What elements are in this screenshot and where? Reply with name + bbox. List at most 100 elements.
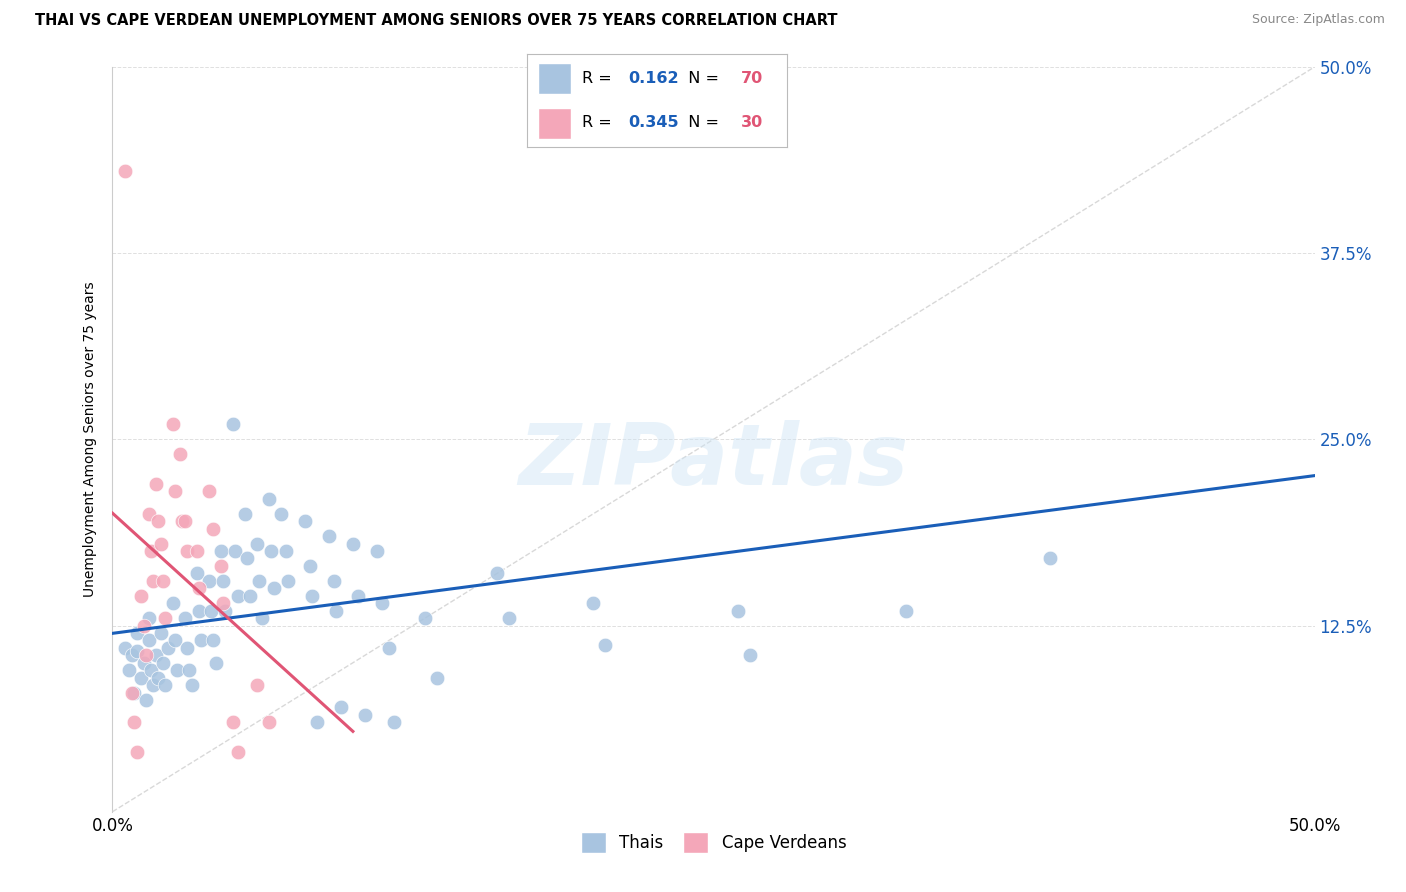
Point (122, 715, 145, 730)
Point (142, 574, 165, 588)
Point (277, 574, 299, 588)
Point (738, 648, 761, 663)
Point (138, 507, 160, 521)
Point (209, 544, 232, 558)
Point (298, 558, 321, 573)
Point (202, 633, 225, 648)
Point (197, 484, 219, 499)
Point (354, 707, 377, 722)
Point (125, 644, 148, 658)
Point (233, 507, 256, 521)
Point (894, 604, 917, 618)
Point (132, 618, 155, 632)
Point (224, 544, 246, 558)
Point (582, 596, 605, 610)
Point (145, 477, 167, 491)
Point (155, 678, 177, 692)
Point (149, 626, 172, 640)
Text: ZIPatlas: ZIPatlas (519, 420, 908, 503)
Point (146, 671, 169, 685)
Point (197, 574, 219, 588)
Point (163, 633, 186, 648)
Point (263, 582, 285, 596)
Point (176, 544, 198, 558)
Text: 30: 30 (741, 115, 763, 130)
Point (121, 685, 143, 699)
Point (114, 640, 136, 655)
Point (190, 633, 212, 648)
Point (212, 596, 235, 610)
Point (226, 745, 249, 759)
Point (200, 604, 222, 618)
Point (366, 544, 388, 558)
Point (371, 596, 394, 610)
Point (131, 589, 153, 603)
Point (246, 678, 269, 692)
Point (163, 484, 186, 499)
Point (138, 633, 160, 648)
Point (378, 640, 401, 655)
Point (246, 536, 269, 550)
Point (413, 611, 436, 625)
Text: R =: R = (582, 115, 617, 130)
Point (498, 611, 520, 625)
Point (122, 685, 145, 699)
Point (125, 626, 148, 640)
Point (486, 566, 509, 581)
Point (329, 700, 352, 714)
Point (257, 715, 280, 730)
Text: R =: R = (582, 70, 617, 86)
Point (212, 574, 235, 588)
Point (205, 656, 228, 670)
Point (322, 574, 344, 588)
Point (426, 671, 449, 685)
Text: Source: ZipAtlas.com: Source: ZipAtlas.com (1251, 13, 1385, 27)
Text: 70: 70 (741, 70, 763, 86)
Point (595, 638, 617, 652)
Point (236, 551, 259, 566)
Point (238, 589, 260, 603)
Point (142, 678, 165, 692)
Y-axis label: Unemployment Among Seniors over 75 years: Unemployment Among Seniors over 75 years (83, 282, 97, 597)
Point (188, 604, 211, 618)
Bar (537, 108, 571, 139)
Text: THAI VS CAPE VERDEAN UNEMPLOYMENT AMONG SENIORS OVER 75 YEARS CORRELATION CHART: THAI VS CAPE VERDEAN UNEMPLOYMENT AMONG … (35, 13, 838, 29)
Point (250, 611, 273, 625)
Point (257, 491, 280, 506)
Point (346, 589, 368, 603)
Point (176, 640, 198, 655)
Point (173, 514, 195, 528)
Point (139, 544, 162, 558)
Bar (537, 63, 571, 94)
Text: N =: N = (678, 70, 724, 86)
Point (325, 604, 347, 618)
Text: 0.345: 0.345 (628, 115, 679, 130)
Point (172, 514, 194, 528)
Point (135, 693, 157, 707)
Point (169, 447, 191, 461)
Point (301, 589, 323, 603)
Point (145, 648, 167, 663)
Point (188, 582, 211, 596)
Point (132, 656, 155, 670)
Point (222, 417, 245, 432)
Point (382, 715, 405, 730)
Point (214, 604, 236, 618)
Point (139, 663, 162, 677)
Point (121, 648, 143, 663)
Point (155, 611, 177, 625)
Point (1039, 551, 1062, 566)
Point (294, 514, 316, 528)
Point (270, 507, 292, 521)
Point (166, 663, 188, 677)
Point (152, 656, 174, 670)
Point (149, 536, 172, 550)
Point (342, 536, 364, 550)
Point (131, 671, 153, 685)
Point (247, 574, 270, 588)
Point (146, 514, 169, 528)
Point (125, 745, 148, 759)
Point (702, 127, 725, 141)
Point (162, 596, 184, 610)
Legend: Thais, Cape Verdeans: Thais, Cape Verdeans (574, 826, 853, 859)
